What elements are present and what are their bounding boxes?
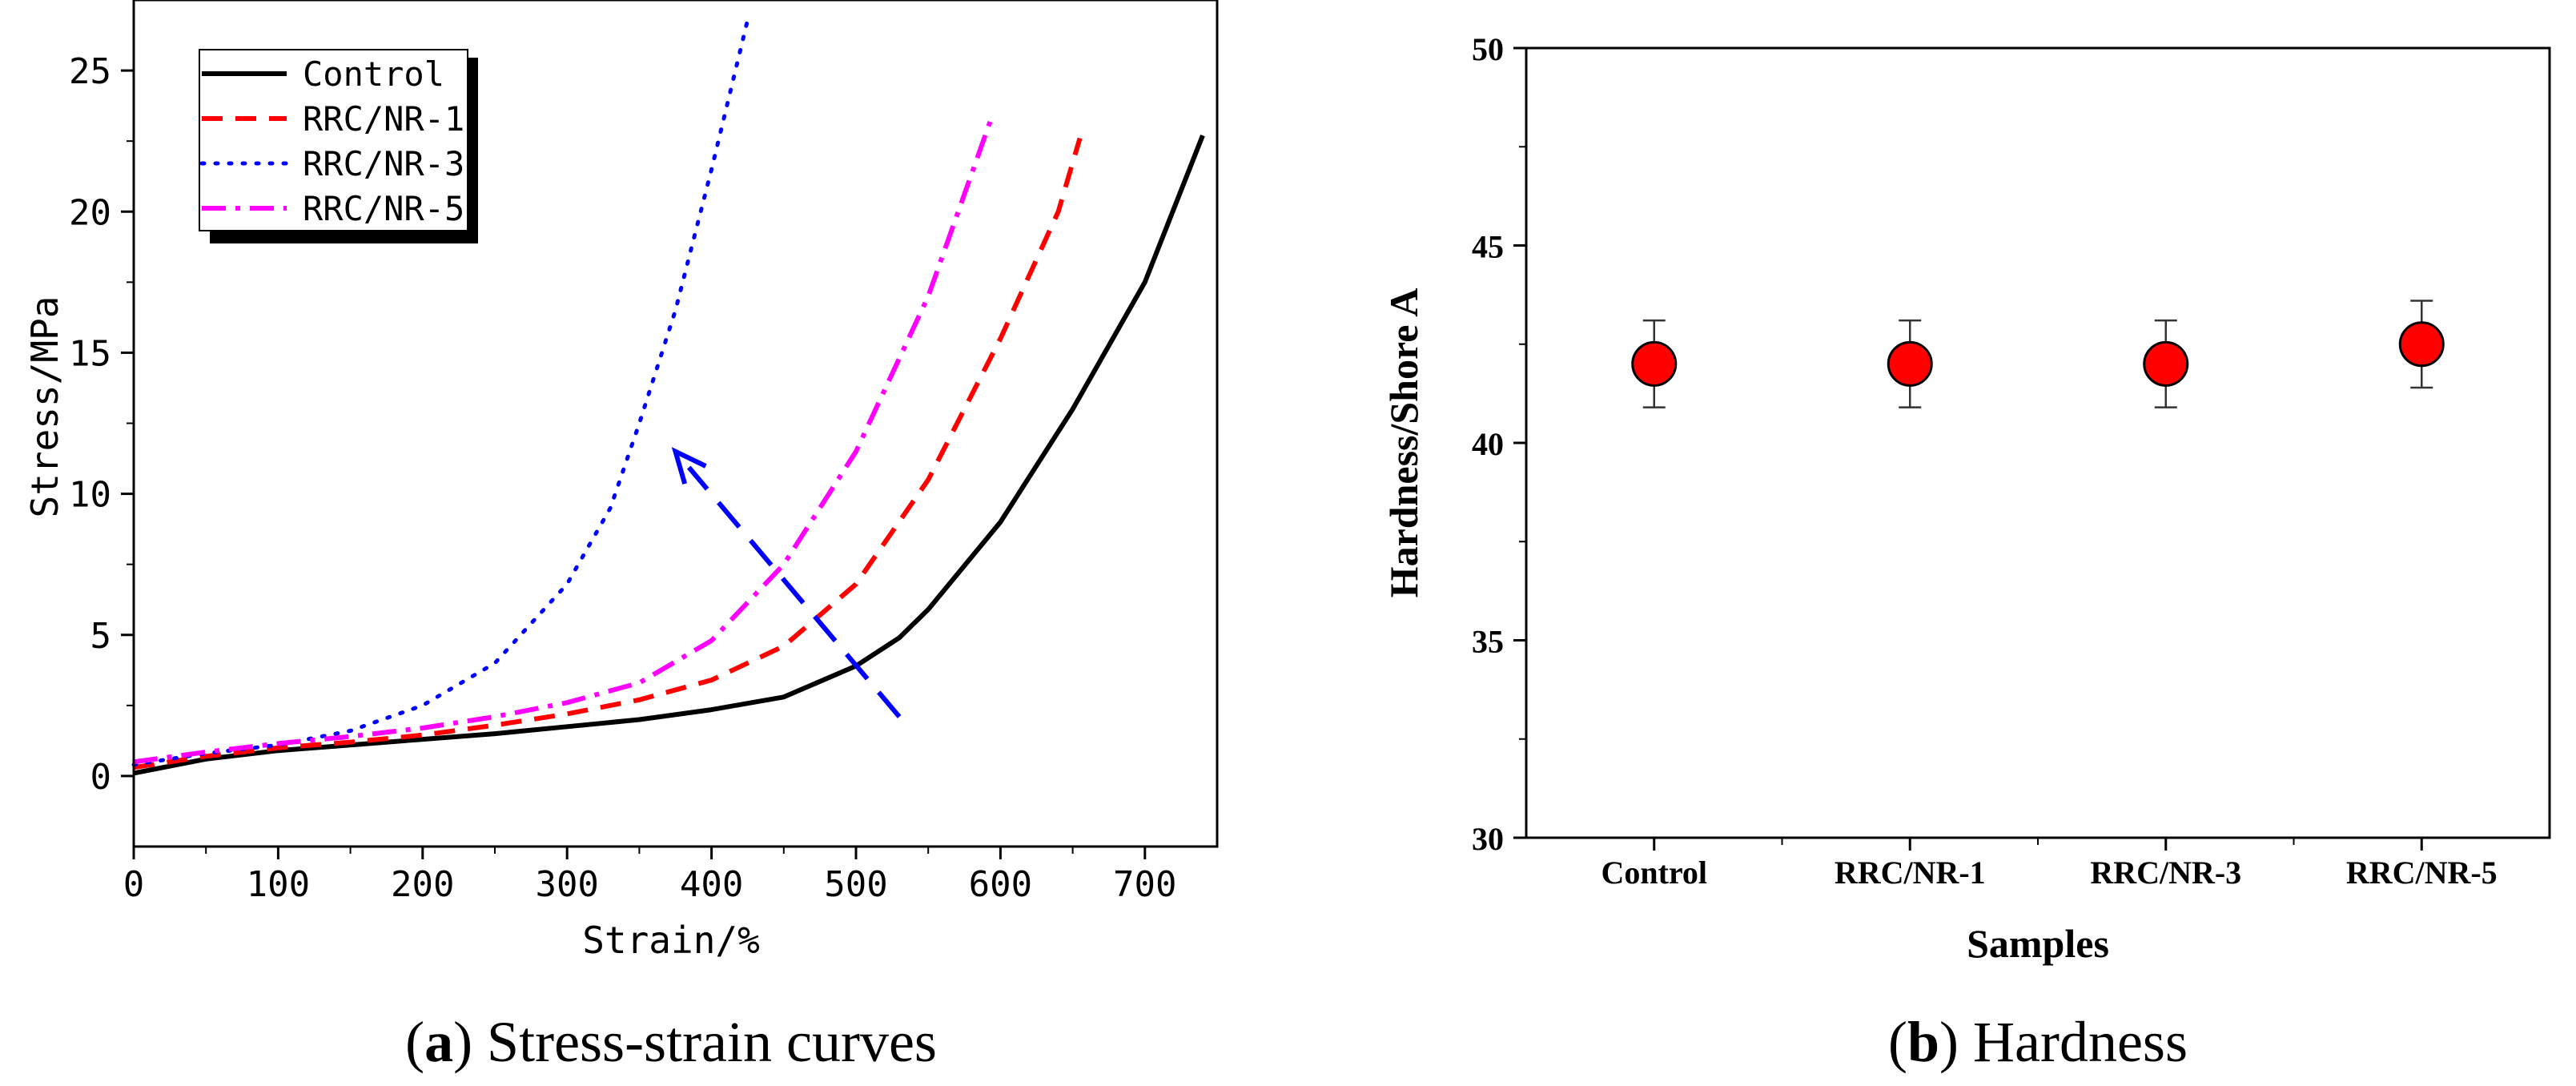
y-tick-label-0: 0 xyxy=(90,757,112,798)
chart-b: 30 35 40 45 50 Control RRC/NR-1 RRC/NR-3 RRC/NR-… xyxy=(1381,31,2551,1074)
y-tick-label-20: 20 xyxy=(69,192,111,233)
arrow-head xyxy=(671,447,707,485)
x-tick-label-rrc-nr-3: RRC/NR-3 xyxy=(2090,855,2241,891)
arrow-shaft xyxy=(686,465,902,718)
x-tick-label-control: Control xyxy=(1601,855,1707,891)
caption-b-text: Hardness xyxy=(1959,1010,2188,1074)
chart-b-ticks: 30 35 40 45 50 Control RRC/NR-1 RRC/NR-3 RRC/NR-… xyxy=(1472,31,2498,891)
chart-a-series-group xyxy=(131,18,1205,776)
x-tick-label-600: 600 xyxy=(969,864,1032,905)
chart-b-xlabel: Samples xyxy=(1967,921,2109,966)
x-tick-label-700: 700 xyxy=(1113,864,1176,905)
series-line-rrc-nr-5 xyxy=(133,111,996,765)
y-tick-label-40: 40 xyxy=(1472,426,1504,462)
chart-a-legend: Control RRC/NR-1 RRC/NR-3 RRC/NR-5 xyxy=(199,49,478,243)
chart-b-ylabel: Hardness/Shore A xyxy=(1381,288,1426,598)
x-tick-label-400: 400 xyxy=(680,864,743,905)
y-tick-label-15: 15 xyxy=(69,333,111,374)
caption-a-letter: a xyxy=(424,1010,453,1074)
legend-label-rrc-nr-3: RRC/NR-3 xyxy=(303,144,464,183)
legend-box xyxy=(199,49,468,231)
legend-items: Control RRC/NR-1 RRC/NR-3 RRC/NR-5 xyxy=(199,54,464,228)
x-tick-label-rrc-nr-1: RRC/NR-1 xyxy=(1835,855,1986,891)
caption-b-letter: b xyxy=(1907,1010,1939,1074)
chart-a-xlabel: Strain/% xyxy=(582,919,760,962)
legend-label-rrc-nr-1: RRC/NR-1 xyxy=(303,99,464,139)
y-tick-label-30: 30 xyxy=(1472,821,1504,857)
data-point-rrc-nr-5 xyxy=(2398,321,2445,368)
x-tick-label-500: 500 xyxy=(824,864,887,905)
chart-a-ticks: 0 100 200 300 400 500 600 700 0 5 10 15 20 25 xyxy=(69,51,1177,905)
series-line-rrc-nr-3 xyxy=(131,18,750,767)
data-point-control xyxy=(1631,340,1678,387)
chart-b-marks xyxy=(1631,300,2445,408)
chart-a-ylabel: Stress/MPa xyxy=(23,296,66,518)
caption-b: (b) Hardness xyxy=(1888,1010,2188,1074)
y-tick-label-25: 25 xyxy=(69,51,111,92)
x-tick-label-0: 0 xyxy=(123,864,145,905)
y-tick-label-35: 35 xyxy=(1472,624,1504,660)
data-point-rrc-nr-3 xyxy=(2143,340,2189,387)
y-tick-label-10: 10 xyxy=(69,475,111,516)
series-line-control xyxy=(133,135,1205,776)
y-tick-label-45: 45 xyxy=(1472,229,1504,265)
legend-label-rrc-nr-5: RRC/NR-5 xyxy=(303,189,464,228)
x-tick-label-300: 300 xyxy=(535,864,598,905)
chart-a-annotations xyxy=(671,447,902,718)
legend-label-control: Control xyxy=(303,54,444,94)
series-line-rrc-nr-1 xyxy=(133,137,1083,770)
chart-a-plot-frame xyxy=(132,0,1219,848)
y-tick-label-5: 5 xyxy=(90,616,112,657)
y-tick-label-50: 50 xyxy=(1472,31,1504,67)
x-tick-label-100: 100 xyxy=(247,864,310,905)
caption-a-text: Stress-strain curves xyxy=(472,1010,937,1074)
x-tick-label-rrc-nr-5: RRC/NR-5 xyxy=(2346,855,2498,891)
data-point-rrc-nr-1 xyxy=(1887,340,1933,387)
chart-b-plot-frame xyxy=(1525,46,2551,839)
x-tick-label-200: 200 xyxy=(391,864,454,905)
chart-a: 0 100 200 300 400 500 600 700 0 5 10 15 20 25 Control… xyxy=(23,0,1219,1074)
caption-a: (a) Stress-strain curves xyxy=(405,1010,937,1074)
